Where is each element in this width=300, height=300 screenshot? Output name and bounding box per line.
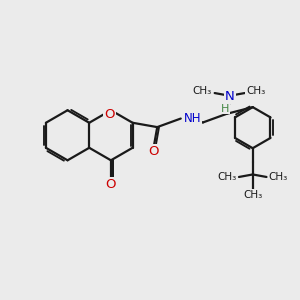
Text: NH: NH — [184, 112, 201, 125]
Text: H: H — [220, 103, 229, 114]
Text: CH₃: CH₃ — [243, 190, 262, 200]
Text: CH₃: CH₃ — [246, 86, 266, 96]
Text: CH₃: CH₃ — [193, 86, 212, 96]
Text: CH₃: CH₃ — [218, 172, 237, 182]
Text: O: O — [104, 108, 115, 121]
Text: O: O — [106, 178, 116, 191]
Text: N: N — [225, 90, 235, 103]
Text: O: O — [148, 145, 159, 158]
Text: CH₃: CH₃ — [269, 172, 288, 182]
